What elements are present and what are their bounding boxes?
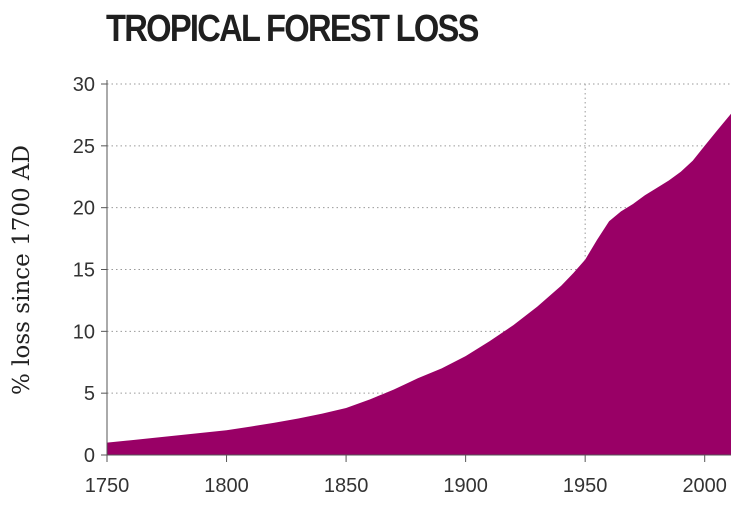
gridlines — [107, 83, 731, 455]
y-tick-label: 25 — [73, 136, 95, 158]
y-tick-label: 30 — [73, 74, 95, 96]
chart-title: TROPICAL FOREST LOSS — [106, 8, 479, 50]
y-tick-label: 5 — [84, 383, 95, 405]
x-tick-label: 1900 — [443, 475, 488, 497]
y-tick-label: 10 — [73, 321, 95, 343]
x-tick-label: 1800 — [204, 475, 249, 497]
x-tick-label: 1850 — [324, 475, 369, 497]
x-tick-label: 1950 — [563, 475, 608, 497]
y-tick-label: 20 — [73, 198, 95, 220]
y-tick-label: 0 — [84, 445, 95, 467]
axes — [106, 80, 731, 456]
x-tick-label: 1750 — [85, 475, 130, 497]
x-tick-labels: 1750 1800 1850 1900 1950 2000 — [85, 455, 727, 497]
x-tick-label: 2000 — [682, 475, 727, 497]
y-tick-labels: 0 5 10 15 20 25 30 — [73, 74, 107, 467]
y-tick-label: 15 — [73, 260, 95, 282]
area-series — [107, 113, 731, 455]
